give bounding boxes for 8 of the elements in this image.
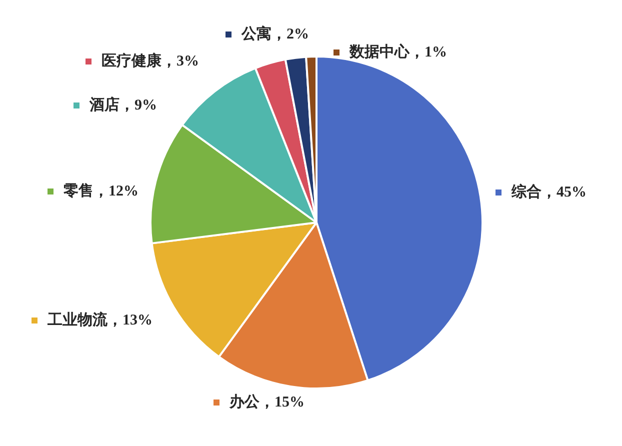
legend-label: 酒店，9% <box>88 96 157 114</box>
legend-label: 综合，45% <box>510 184 586 200</box>
legend-label: 办公，15% <box>228 394 304 410</box>
legend-label: 医疗健康，3% <box>102 52 199 70</box>
legend-label: 公寓，2% <box>240 24 309 42</box>
legend-label: 零售，12% <box>64 182 138 200</box>
legend-label: 数据中心，1% <box>348 42 447 60</box>
legend-label: 工业物流，13% <box>46 310 152 328</box>
